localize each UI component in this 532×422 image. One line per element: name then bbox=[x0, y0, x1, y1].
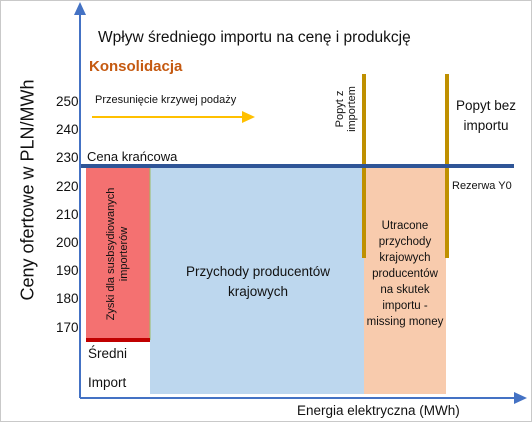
y-tick-label: 200 bbox=[56, 235, 79, 250]
subsidized-profits-label: Zyski dla susbsydiowanych importerów bbox=[105, 187, 130, 321]
subsidized-profits-area bbox=[86, 168, 150, 340]
y-tick-label: 170 bbox=[56, 319, 79, 335]
diagram-title: Wpływ średniego importu na cenę i produk… bbox=[98, 29, 411, 46]
reserve-label: Rezerwa Y0 bbox=[452, 180, 512, 192]
marginal-price-label: Cena krańcowa bbox=[87, 149, 178, 164]
demand-with-import-label: Popyt z importem bbox=[334, 86, 358, 132]
y-tick-label: 230 bbox=[56, 150, 79, 166]
supply-shift-arrowhead bbox=[242, 111, 255, 123]
supply-shift-label: Przesunięcie krzywej podaży bbox=[95, 94, 237, 106]
y-tick-label: 220 bbox=[56, 178, 79, 194]
y-axis-label: Ceny ofertowe w PLN/MWh bbox=[17, 79, 38, 301]
x-axis-arrowhead bbox=[514, 392, 527, 404]
y-tick-label: 210 bbox=[56, 206, 79, 222]
lost-revenue-label: Utracone przychody krajowych producentów… bbox=[366, 220, 444, 328]
average-import-label-line1: Średni bbox=[88, 346, 128, 361]
section-label: Konsolidacja bbox=[89, 58, 183, 75]
producer-revenue-area bbox=[150, 168, 364, 394]
producer-revenue-label: Przychody producentów krajowych bbox=[185, 264, 331, 299]
demand-without-import-label: Popyt bez importu bbox=[455, 98, 517, 133]
y-tick-label: 250 bbox=[56, 94, 79, 109]
x-axis-label: Energia elektryczna (MWh) bbox=[297, 403, 460, 418]
y-axis-arrowhead bbox=[74, 2, 86, 15]
y-tick-label: 240 bbox=[56, 122, 79, 138]
lost-revenue-area bbox=[364, 168, 446, 394]
y-tick-label: 180 bbox=[56, 291, 79, 307]
average-import-label-line2: Import bbox=[88, 375, 127, 390]
y-tick-label: 190 bbox=[56, 263, 79, 279]
